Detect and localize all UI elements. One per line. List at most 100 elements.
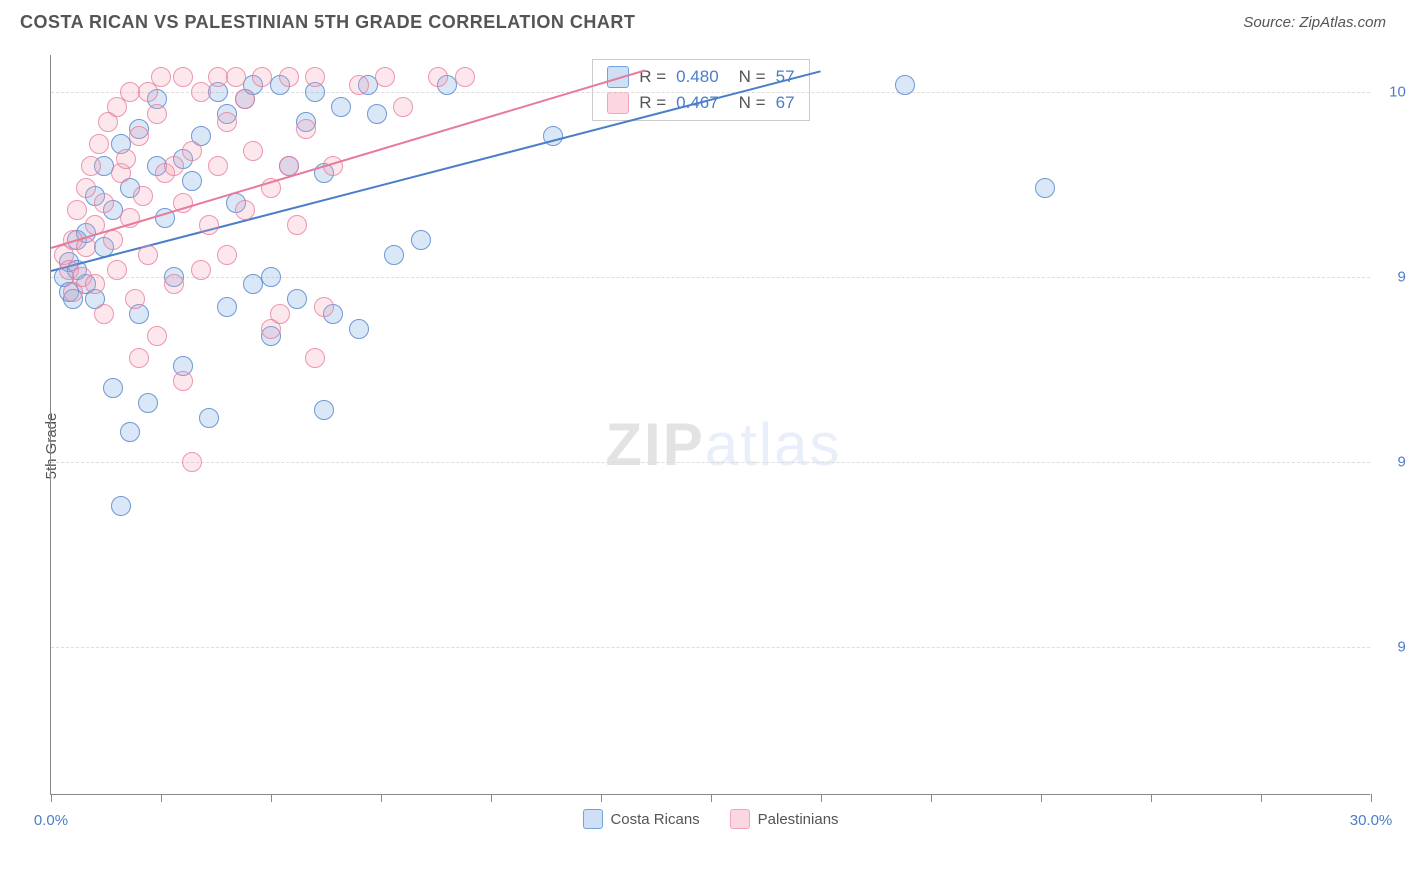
data-point-ring [173,371,193,391]
data-point-ring [305,348,325,368]
data-point-ring [116,149,136,169]
data-point-ring [411,230,431,250]
data-point-ring [85,274,105,294]
source-name: ZipAtlas.com [1299,14,1386,31]
data-point-ring [428,67,448,87]
data-point-ring [270,304,290,324]
n-value: 67 [776,93,795,113]
data-point-ring [103,378,123,398]
data-point-ring [375,67,395,87]
data-point-ring [164,156,184,176]
legend-label: Palestinians [758,811,839,828]
data-point-ring [151,67,171,87]
n-label: N = [739,67,766,87]
legend-swatch [582,809,602,829]
legend-label: Costa Ricans [610,811,699,828]
x-axis-tick-label: 30.0% [1350,812,1393,829]
data-point-ring [314,297,334,317]
data-point-ring [182,141,202,161]
y-axis-tick-label: 97.5% [1397,269,1406,286]
data-point-ring [287,215,307,235]
data-point-ring [67,200,87,220]
x-axis-tick [601,794,602,802]
chart-legend: Costa Ricans Palestinians [582,809,838,829]
data-point-ring [217,297,237,317]
x-axis-tick [711,794,712,802]
data-point-ring [384,245,404,265]
data-point-ring [191,82,211,102]
x-axis-tick [381,794,382,802]
watermark-logo: ZIPatlas [605,410,841,479]
data-point-ring [393,97,413,117]
y-axis-tick-label: 92.5% [1397,639,1406,656]
x-axis-tick [161,794,162,802]
x-axis-tick [1041,794,1042,802]
x-axis-tick [271,794,272,802]
legend-swatch [730,809,750,829]
data-point-ring [235,200,255,220]
data-point-ring [182,452,202,472]
x-axis-tick [931,794,932,802]
gridline [51,647,1370,648]
x-axis-tick [51,794,52,802]
data-point-ring [89,134,109,154]
y-axis-tick-label: 95.0% [1397,454,1406,471]
data-point-ring [367,104,387,124]
data-point-ring [120,422,140,442]
data-point-ring [76,178,96,198]
data-point-ring [455,67,475,87]
data-point-ring [217,245,237,265]
data-point-ring [182,171,202,191]
y-axis-tick-label: 100.0% [1389,84,1406,101]
data-point-ring [111,496,131,516]
data-point-ring [199,408,219,428]
data-point-ring [191,260,211,280]
data-point-ring [147,326,167,346]
data-point-ring [164,274,184,294]
legend-item: Costa Ricans [582,809,699,829]
data-point-ring [133,186,153,206]
data-point-ring [261,267,281,287]
source-attribution: Source: ZipAtlas.com [1243,14,1386,31]
x-axis-tick-label: 0.0% [34,812,68,829]
x-axis-tick [1261,794,1262,802]
source-prefix: Source: [1243,14,1299,31]
data-point-ring [314,400,334,420]
data-point-ring [226,67,246,87]
data-point-ring [94,193,114,213]
data-point-ring [129,348,149,368]
data-point-ring [349,75,369,95]
data-point-ring [331,97,351,117]
chart-title: COSTA RICAN VS PALESTINIAN 5TH GRADE COR… [20,12,635,33]
scatter-chart: ZIPatlas R =0.480N =57R =0.467N =67 Cost… [50,55,1370,795]
chart-header: COSTA RICAN VS PALESTINIAN 5TH GRADE COR… [0,0,1406,41]
data-point-ring [243,141,263,161]
data-point-ring [279,67,299,87]
n-label: N = [739,93,766,113]
data-point-ring [199,215,219,235]
data-point-ring [235,89,255,109]
legend-item: Palestinians [730,809,839,829]
data-point-ring [1035,178,1055,198]
data-point-ring [107,260,127,280]
x-axis-tick [491,794,492,802]
data-point-ring [94,304,114,324]
data-point-ring [81,156,101,176]
data-point-ring [349,319,369,339]
data-point-ring [138,245,158,265]
r-value: 0.480 [676,67,719,87]
gridline [51,462,1370,463]
data-point-ring [103,230,123,250]
r-label: R = [639,93,666,113]
data-point-ring [208,156,228,176]
data-point-ring [252,67,272,87]
data-point-ring [138,393,158,413]
x-axis-tick [1151,794,1152,802]
data-point-ring [173,67,193,87]
data-point-ring [147,104,167,124]
data-point-ring [129,126,149,146]
x-axis-tick [1371,794,1372,802]
data-point-ring [305,67,325,87]
data-point-ring [217,112,237,132]
data-point-ring [296,119,316,139]
